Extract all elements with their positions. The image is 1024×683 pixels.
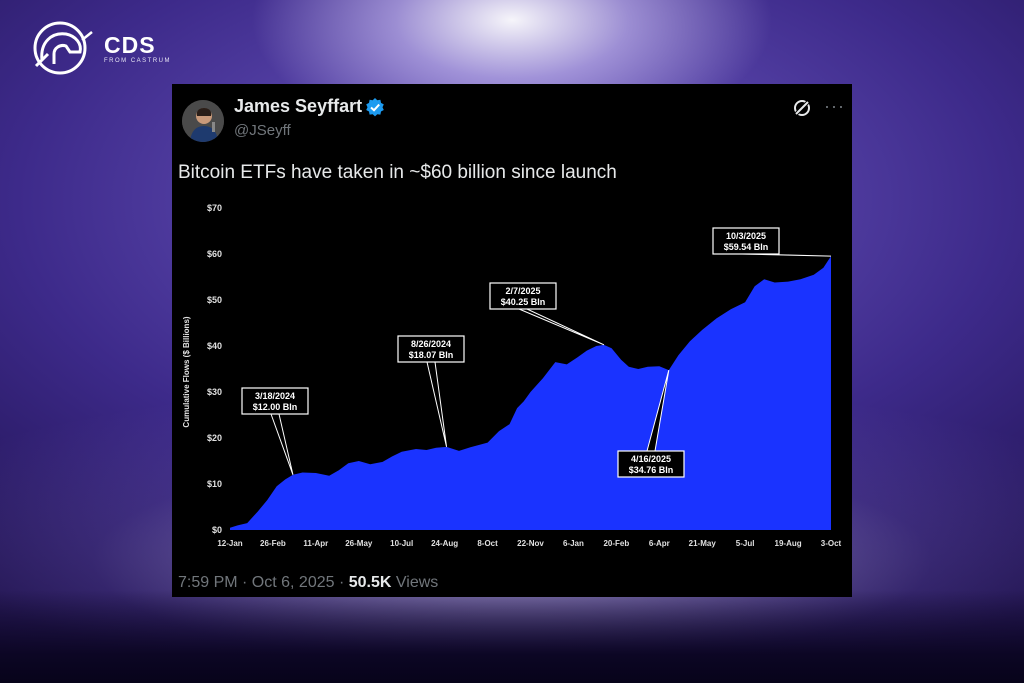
- annotation-pointer: [518, 308, 605, 346]
- x-tick-label: 22-Nov: [517, 539, 544, 548]
- avatar-portrait-icon: [182, 100, 224, 142]
- brand-title: CDS: [104, 31, 156, 58]
- views-label: Views: [395, 574, 439, 591]
- annotation-callout: 4/16/2025$34.76 Bln: [617, 369, 685, 478]
- annotation-date: 2/7/2025: [505, 286, 540, 296]
- helmet-logo-icon: [33, 21, 93, 75]
- more-options-icon[interactable]: ···: [824, 96, 845, 116]
- annotation-date: 3/18/2024: [255, 391, 295, 401]
- x-tick-label: 26-May: [345, 539, 373, 548]
- x-tick-label: 19-Aug: [775, 539, 802, 548]
- x-tick-label: 24-Aug: [431, 539, 458, 548]
- annotation-callout: 10/3/2025$59.54 Bln: [712, 227, 832, 257]
- annotation-box: [617, 450, 685, 478]
- y-tick-label: $70: [207, 203, 222, 213]
- brand-subtitle: FROM CASTRUM: [104, 57, 171, 64]
- x-tick-label: 11-Apr: [303, 539, 328, 548]
- view-count: 50.5K: [348, 574, 392, 591]
- x-tick-label: 21-May: [689, 539, 717, 548]
- annotation-box: [712, 227, 780, 255]
- y-tick-label: $50: [207, 295, 222, 305]
- x-tick-label: 5-Jul: [736, 539, 755, 548]
- annotation-pointer: [270, 413, 294, 475]
- annotation-callout: 3/18/2024$12.00 Bln: [241, 387, 309, 475]
- annotation-value: $40.25 Bln: [501, 297, 546, 307]
- annotation-box: [397, 335, 465, 363]
- x-tick-label: 20-Feb: [603, 539, 629, 548]
- x-tick-label: 8-Oct: [477, 539, 498, 548]
- annotation-box: [489, 282, 557, 310]
- annotation-callout: 8/26/2024$18.07 Bln: [397, 335, 465, 447]
- annotation-date: 4/16/2025: [631, 454, 671, 464]
- cumulative-flows-chart: Cumulative Flows ($ Billions) $0 $10 $20 $3…: [182, 203, 842, 548]
- tweet-card[interactable]: James Seyffart @JSeyff ··· Bitcoin ETFs …: [172, 84, 852, 597]
- x-tick-label: 10-Jul: [390, 539, 413, 548]
- annotation-value: $34.76 Bln: [629, 465, 674, 475]
- y-tick-label: $60: [207, 249, 222, 259]
- background-fade: [0, 590, 1024, 683]
- x-tick-label: 26-Feb: [260, 539, 286, 548]
- verified-badge-icon: [366, 98, 384, 117]
- y-tick-label: $10: [207, 479, 222, 489]
- y-tick-label: $40: [207, 341, 222, 351]
- annotation-value: $18.07 Bln: [409, 350, 454, 360]
- tweet-timestamp[interactable]: 7:59 PM · Oct 6, 2025 ·: [178, 574, 349, 591]
- tweet-text: Bitcoin ETFs have taken in ~$60 billion …: [178, 162, 617, 183]
- annotation-date: 8/26/2024: [411, 339, 451, 349]
- tweet-meta: 7:59 PM · Oct 6, 2025 · 50.5K Views: [178, 574, 438, 592]
- avatar[interactable]: [182, 100, 224, 142]
- y-tick-label: $0: [212, 525, 222, 535]
- brand-logo: CDS FROM CASTRUM: [26, 20, 171, 76]
- annotation-box: [241, 387, 309, 415]
- annotation-value: $12.00 Bln: [253, 402, 298, 412]
- annotation-date: 10/3/2025: [726, 231, 766, 241]
- x-tick-label: 3-Oct: [821, 539, 842, 548]
- y-axis-label: Cumulative Flows ($ Billions): [182, 316, 191, 427]
- annotation-callout: 2/7/2025$40.25 Bln: [489, 282, 605, 346]
- author-handle[interactable]: @JSeyff: [234, 122, 291, 139]
- annotation-pointer: [426, 361, 448, 447]
- author-name[interactable]: James Seyffart: [234, 96, 363, 116]
- y-tick-label: $20: [207, 433, 222, 443]
- x-tick-label: 12-Jan: [217, 539, 242, 548]
- grok-icon[interactable]: [792, 98, 812, 118]
- annotation-value: $59.54 Bln: [724, 242, 769, 252]
- x-tick-label: 6-Jan: [563, 539, 584, 548]
- y-tick-label: $30: [207, 387, 222, 397]
- x-tick-label: 6-Apr: [649, 539, 670, 548]
